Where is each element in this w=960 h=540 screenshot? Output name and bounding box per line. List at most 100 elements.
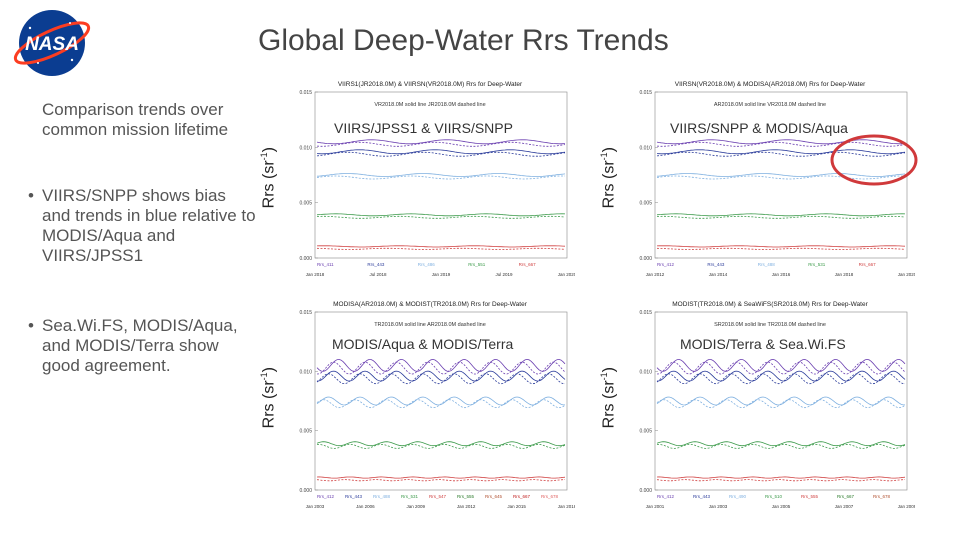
ylabel-bottom-left: Rrs (sr-1) <box>259 367 278 428</box>
plot-frame <box>314 91 568 259</box>
band-label: Rrs_411 <box>317 262 334 267</box>
series-line <box>316 151 566 157</box>
series-line <box>656 139 906 145</box>
series-line <box>316 175 565 180</box>
x-tick-label: Jan 2012 <box>457 504 476 509</box>
series-line <box>316 245 566 248</box>
series-line <box>316 399 566 409</box>
panel-legend-line: TR2018.0M solid line AR2018.0M dashed li… <box>374 322 486 328</box>
y-tick-label: 0.005 <box>639 429 652 435</box>
ylabel-close: ) <box>260 367 278 373</box>
caption-modis-terra-seawifs: MODIS/Terra & Sea.Wi.FS <box>680 336 846 352</box>
series-line <box>656 370 906 382</box>
x-tick-label: Jul 2019 <box>495 272 513 277</box>
y-tick-label: 0.005 <box>639 201 652 207</box>
y-tick-label: 0.015 <box>299 310 312 316</box>
band-label: Rrs_547 <box>429 494 447 499</box>
highlight-circle <box>828 130 920 195</box>
series-line <box>316 361 566 375</box>
ylabel-sup: -1 <box>259 372 269 381</box>
band-label: Rrs_486 <box>418 262 436 267</box>
band-label: Rrs_412 <box>657 494 675 499</box>
series-line <box>656 361 906 375</box>
bullet-dot: • <box>28 316 34 335</box>
x-tick-label: Jan 2003 <box>709 504 728 509</box>
ylabel-close: ) <box>600 147 618 153</box>
series-line <box>316 441 566 447</box>
band-label: Rrs_667 <box>859 262 877 267</box>
highlight-ellipse <box>830 134 918 186</box>
y-tick-label: 0.000 <box>639 256 652 262</box>
band-label: Rrs_488 <box>373 494 391 499</box>
series-line <box>656 215 906 219</box>
band-label: Rrs_555 <box>801 494 819 499</box>
band-label: Rrs_510 <box>765 494 783 499</box>
band-label: Rrs_667 <box>513 494 531 499</box>
series-line <box>316 149 566 155</box>
y-tick-label: 0.005 <box>299 201 312 207</box>
band-label: Rrs_443 <box>367 262 385 267</box>
bullet-2: • Sea.Wi.FS, MODIS/Aqua, and MODIS/Terra… <box>28 316 257 376</box>
x-tick-label: Jan 2016 <box>772 272 791 277</box>
band-label: Rrs_667 <box>519 262 537 267</box>
series-line <box>316 247 566 250</box>
x-tick-label: Jan 2009 <box>898 504 915 509</box>
slide-title: Global Deep-Water Rrs Trends <box>258 24 669 57</box>
chart-panel-viirs-jpss1-snpp: VIIRS1(JR2018.0M) & VIIRSN(VR2018.0M) Rr… <box>285 78 577 288</box>
band-label: Rrs_531 <box>401 494 419 499</box>
band-label: Rrs_531 <box>808 262 826 267</box>
x-tick-label: Jul 2018 <box>369 272 387 277</box>
x-tick-label: Jan 2015 <box>507 504 526 509</box>
series-line <box>656 175 905 180</box>
bullet-1-text: VIIRS/SNPP shows bias and trends in blue… <box>42 186 256 265</box>
x-tick-label: Jan 2018 <box>306 272 325 277</box>
series-line <box>656 476 906 479</box>
ylabel-text: Rrs (sr <box>600 380 618 429</box>
bullet-dot: • <box>28 186 34 205</box>
series-line <box>656 479 906 482</box>
band-label: Rrs_443 <box>707 262 725 267</box>
series-line <box>656 245 906 248</box>
ylabel-text: Rrs (sr <box>600 160 618 209</box>
series-line <box>656 213 906 217</box>
series-line <box>316 141 566 147</box>
panel-header: VIIRS1(JR2018.0M) & VIIRSN(VR2018.0M) Rr… <box>338 81 523 88</box>
band-label: Rrs_645 <box>485 494 503 499</box>
plot-frame <box>654 311 908 491</box>
series-line <box>656 247 906 250</box>
ylabel-sup: -1 <box>599 152 609 161</box>
ylabel-text: Rrs (sr <box>260 380 278 429</box>
band-label: Rrs_443 <box>345 494 363 499</box>
ylabel-text: Rrs (sr <box>260 160 278 209</box>
ylabel-close: ) <box>600 367 618 373</box>
x-tick-label: Jan 2009 <box>407 504 426 509</box>
y-tick-label: 0.015 <box>639 90 652 96</box>
band-label: Rrs_412 <box>657 262 675 267</box>
series-line <box>316 173 566 177</box>
panel-legend-line: AR2018.0M solid line VR2018.0M dashed li… <box>714 102 826 108</box>
y-tick-label: 0.005 <box>299 429 312 435</box>
panel-legend-line: SR2018.0M solid line TR2018.0M dashed li… <box>714 322 826 328</box>
series-line <box>656 151 906 157</box>
series-line <box>656 443 906 449</box>
y-tick-label: 0.010 <box>639 369 652 375</box>
chart-svg: VIIRS1(JR2018.0M) & VIIRSN(VR2018.0M) Rr… <box>285 78 577 288</box>
x-tick-label: Jan 2018 <box>835 272 854 277</box>
caption-viirs-jpss1-snpp: VIIRS/JPSS1 & VIIRS/SNPP <box>334 120 513 136</box>
bullet-1: • VIIRS/SNPP shows bias and trends in bl… <box>28 186 257 266</box>
series-line <box>316 373 566 385</box>
series-line <box>656 173 906 177</box>
series-line <box>656 358 906 372</box>
nasa-logo-text: NASA <box>25 34 79 55</box>
ylabel-bottom-right: Rrs (sr-1) <box>599 367 618 428</box>
bullet-2-text: Sea.Wi.FS, MODIS/Aqua, and MODIS/Terra s… <box>42 316 238 375</box>
nasa-logo: NASA <box>10 8 94 78</box>
series-line <box>316 213 566 217</box>
series-line <box>316 370 566 382</box>
ylabel-sup: -1 <box>259 152 269 161</box>
series-line <box>316 443 566 449</box>
series-line <box>656 149 906 155</box>
y-tick-label: 0.010 <box>299 369 312 375</box>
y-tick-label: 0.010 <box>299 145 312 151</box>
y-tick-label: 0.000 <box>299 488 312 494</box>
